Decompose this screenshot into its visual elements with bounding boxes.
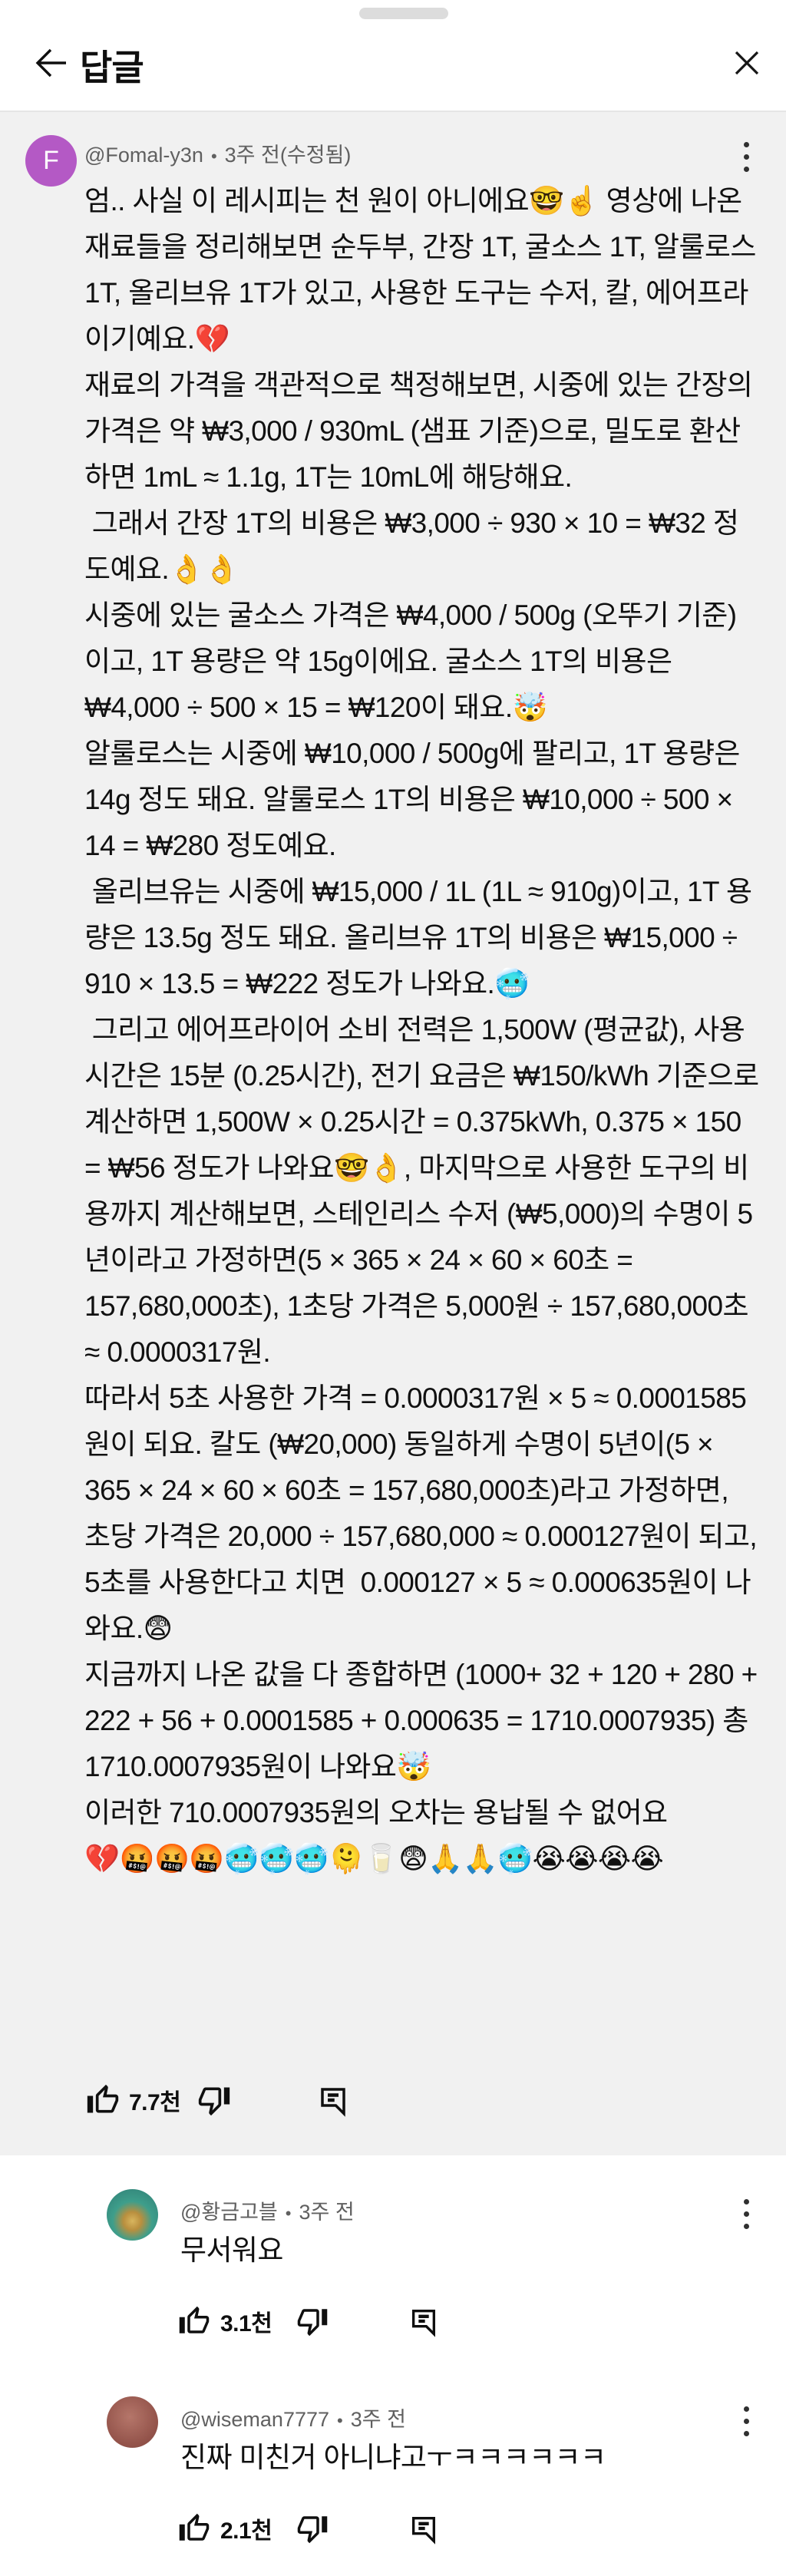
kebab-dot	[743, 2418, 749, 2424]
thumb-up-icon	[178, 2305, 210, 2337]
like-count: 2.1천	[220, 2518, 272, 2544]
replies-list: @황금고블 • 3주 전 무서워요 3.1천	[0, 2155, 786, 2576]
comment-bubble-icon	[408, 2304, 439, 2338]
comment-text: 진짜 미친거 아니냐고ㅜㅋㅋㅋㅋㅋㅋ	[180, 2442, 606, 2473]
meta-separator: •	[337, 2411, 343, 2430]
comment-bubble-icon	[317, 2082, 349, 2118]
kebab-dot	[743, 141, 749, 147]
comment-action-row: 7.7천	[86, 2079, 349, 2122]
comment-text: 무서워요	[180, 2234, 283, 2266]
avatar-letter: F	[43, 146, 59, 175]
kebab-dot	[743, 166, 749, 172]
thumb-up-icon	[86, 2083, 120, 2117]
kebab-menu-icon[interactable]	[731, 2189, 761, 2238]
like-count: 3.1천	[220, 2311, 272, 2337]
dislike-button[interactable]	[296, 2305, 329, 2337]
dislike-button[interactable]	[296, 2512, 329, 2545]
comment-meta: @Fomal-y3n • 3주 전(수정됨)	[84, 138, 351, 168]
kebab-dot	[743, 2198, 749, 2204]
kebab-dot	[743, 2406, 749, 2412]
dislike-button[interactable]	[197, 2083, 231, 2117]
like-button[interactable]	[178, 2512, 210, 2545]
thumb-up-icon	[178, 2512, 210, 2545]
page-title: 답글	[80, 48, 144, 88]
back-button[interactable]	[23, 40, 69, 86]
reply-button[interactable]	[317, 2082, 349, 2118]
avatar[interactable]: F	[25, 135, 77, 187]
avatar[interactable]	[107, 2396, 158, 2448]
drag-handle[interactable]	[359, 8, 448, 19]
thumb-down-icon	[296, 2512, 329, 2545]
author-handle[interactable]: @황금고블	[180, 2201, 278, 2224]
comment-meta: @wiseman7777 • 3주 전	[180, 2403, 406, 2432]
comment-timestamp: 3주 전(수정됨)	[224, 144, 352, 167]
back-arrow-icon	[23, 40, 69, 86]
meta-separator: •	[285, 2204, 292, 2223]
close-button[interactable]	[727, 43, 767, 83]
kebab-dot	[743, 2430, 749, 2436]
parent-comment: F @Fomal-y3n • 3주 전(수정됨) 엄.. 사실 이 레시피는 천 원…	[0, 112, 786, 2155]
comment-bubble-icon	[408, 2512, 439, 2545]
reply-button[interactable]	[408, 2512, 439, 2545]
reply-button[interactable]	[408, 2304, 439, 2338]
avatar[interactable]	[107, 2189, 158, 2241]
comment-timestamp: 3주 전	[350, 2408, 406, 2431]
meta-separator: •	[210, 147, 217, 166]
like-button[interactable]	[86, 2083, 120, 2117]
comment-timestamp: 3주 전	[299, 2201, 355, 2224]
thumb-down-icon	[296, 2305, 329, 2337]
comment-text: 엄.. 사실 이 레시피는 천 원이 아니에요🤓☝️ 영상에 나온 재료들을 정…	[84, 185, 759, 1874]
kebab-dot	[743, 154, 749, 160]
comment-action-row: 2.1천	[178, 2507, 439, 2550]
comment-action-row: 3.1천	[178, 2300, 439, 2343]
close-icon	[727, 43, 767, 83]
like-button[interactable]	[178, 2305, 210, 2337]
kebab-dot	[743, 2223, 749, 2229]
thumb-down-icon	[197, 2083, 231, 2117]
kebab-menu-icon[interactable]	[731, 2396, 761, 2446]
comment-meta: @황금고블 • 3주 전	[180, 2195, 355, 2225]
kebab-dot	[743, 2211, 749, 2217]
author-handle[interactable]: @wiseman7777	[180, 2408, 330, 2431]
kebab-menu-icon[interactable]	[731, 132, 761, 181]
like-count: 7.7천	[129, 2090, 181, 2115]
author-handle[interactable]: @Fomal-y3n	[84, 144, 203, 167]
reply-sheet-header: 답글	[0, 0, 786, 112]
